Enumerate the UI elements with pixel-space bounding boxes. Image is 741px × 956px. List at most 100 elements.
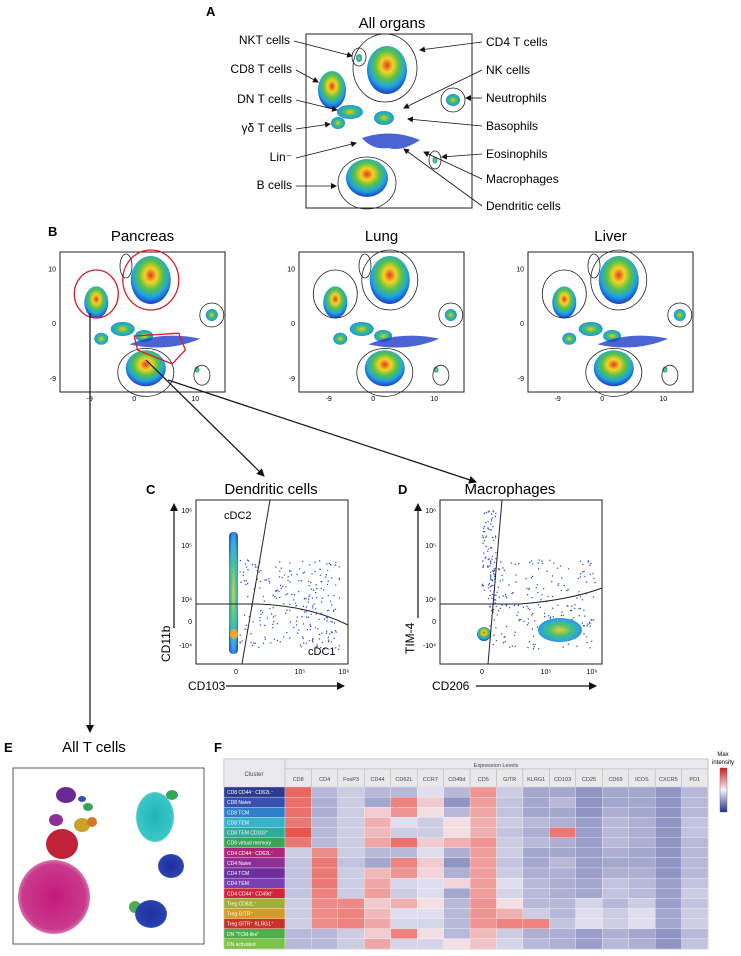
heatmap-cell [549,857,576,869]
macro-event-dot [594,581,596,584]
dc-event-dot [326,583,329,586]
heatmap-cell [390,837,418,848]
macro-event-dot [514,631,516,633]
heatmap-cell [522,847,550,858]
dc-event-dot [325,576,327,578]
macro-event-dot [551,575,554,577]
macro-event-dot [549,616,552,618]
heatmap-cell [681,847,709,858]
heatmap-cell [443,867,471,879]
macro-event-dot [497,586,500,588]
dc-event-dot [278,590,280,592]
heatmap-cell [337,938,365,950]
panel-c-title: Dendritic cells [224,481,317,498]
macro-left-blob [477,627,491,641]
macro-event-dot [567,605,569,607]
b-xtick: 10 [191,396,199,403]
heatmap-cell [602,908,629,919]
macro-event-dot [502,579,504,581]
macro-event-dot [533,646,535,648]
heatmap-cell [443,827,471,838]
heatmap-cell [284,786,312,798]
dc-event-dot [313,603,315,605]
dc-event-dot [315,584,317,586]
macro-event-dot [493,539,495,541]
dc-event-dot [243,571,245,573]
heatmap-cell [469,898,497,909]
macro-event-dot [537,604,540,606]
heatmap-cell [496,938,524,950]
macro-event-dot [583,609,585,611]
macro-event-dot [506,625,508,628]
dc-event-dot [305,610,307,613]
panel-d-xticks: 0 10⁵ 10⁶ [480,669,597,676]
heatmap-cell [284,928,312,939]
b-plot-liver: Liver 10 0 -9 -9 0 10 [516,228,694,403]
dc-event-dot [309,623,311,625]
macro-event-dot [490,609,493,612]
column-header: CCR7 [423,777,438,783]
b-gate [661,364,679,386]
macro-event-dot [525,577,527,580]
macro-event-dot [489,571,492,573]
dc-event-dot [303,597,305,600]
dc-event-dot [243,614,246,616]
dc-event-dot [252,621,254,623]
dc-event-dot [314,627,317,629]
dc-event-dot [297,632,299,634]
heatmap-cell [575,898,603,909]
heatmap-cell [337,807,365,818]
heatmap-cell [522,837,550,848]
dc-event-dot [333,595,335,597]
heatmap-cell [522,807,550,818]
heatmap-cell [628,938,656,950]
dc-event-dot [305,606,307,608]
heatmap-cell [337,928,365,939]
heatmap-cell [311,857,338,869]
heatmap-cell [364,797,391,808]
dc-event-dot [247,560,250,562]
macro-event-dot [584,615,586,617]
macro-event-dot [488,510,490,512]
dc-event-dot [325,616,327,618]
macro-event-dot [503,569,506,572]
dc-event-dot [250,633,252,635]
heatmap-cell [628,847,656,858]
macro-event-dot [504,636,506,638]
dc-event-dot [286,609,288,611]
heatmap-cell [390,898,418,909]
dc-event-dot [334,564,337,566]
macro-event-dot [485,556,487,558]
dc-event-dot [307,601,310,603]
macro-event-dot [506,597,508,599]
label-nk: NK cells [486,63,530,77]
macro-event-dot [573,617,575,619]
dc-event-dot [242,574,244,577]
panel-a-title: All organs [359,15,426,32]
macro-event-dot [495,605,497,608]
macro-event-dot [493,561,496,563]
dc-event-dot [292,599,295,601]
heatmap-cell [549,797,576,808]
umap-yellow [74,818,90,832]
dc-event-dot [239,634,241,636]
macro-event-dot [585,581,587,583]
b-population-blob [364,350,405,387]
macro-event-dot [541,562,544,565]
macro-event-dot [531,628,534,630]
column-header: CD103 [554,777,571,783]
dc-event-dot [290,574,293,576]
heatmap-cell [655,797,682,808]
dc-event-dot [273,638,275,641]
heatmap-cell [575,878,603,889]
umap-violet [49,814,63,826]
macro-event-dot [490,560,492,562]
dc-event-dot [299,568,301,570]
macro-event-dot [493,568,495,570]
heatmap-cell [337,888,365,899]
macro-event-dot [490,523,492,525]
dc-event-dot [241,640,243,642]
dc-event-dot [314,570,316,573]
dc-event-dot [333,610,335,612]
